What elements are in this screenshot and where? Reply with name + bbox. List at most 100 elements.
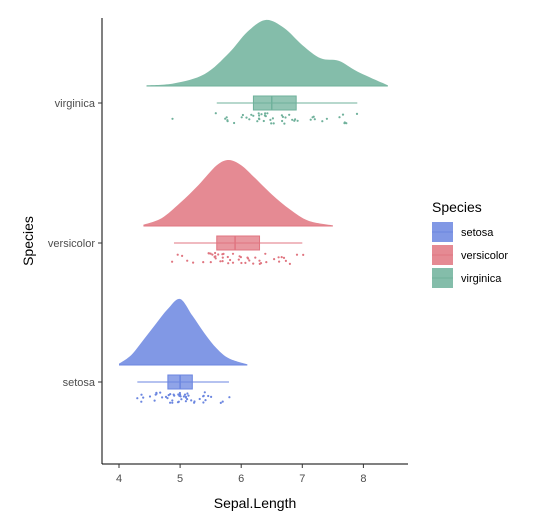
point-setosa (186, 398, 189, 401)
point-virginica (325, 117, 328, 120)
point-setosa (186, 392, 189, 395)
point-virginica (266, 112, 269, 115)
density-versicolor (143, 160, 333, 226)
point-setosa (173, 394, 176, 397)
point-virginica (309, 118, 312, 121)
x-tick-label: 5 (177, 473, 183, 485)
point-virginica (248, 118, 251, 121)
x-tick-label: 6 (238, 473, 244, 485)
point-setosa (177, 400, 180, 403)
point-versicolor (288, 262, 291, 265)
point-versicolor (282, 256, 286, 259)
point-virginica (214, 112, 217, 115)
point-virginica (256, 120, 259, 123)
point-virginica (313, 118, 316, 121)
point-versicolor (302, 253, 305, 256)
point-virginica (240, 116, 243, 119)
point-setosa (202, 401, 205, 404)
point-virginica (281, 119, 284, 123)
point-versicolor (202, 261, 205, 264)
point-versicolor (227, 262, 230, 265)
point-virginica (343, 121, 346, 124)
legend-title: Species (432, 199, 482, 215)
point-setosa (198, 397, 201, 401)
point-virginica (321, 120, 324, 123)
point-virginica (272, 122, 275, 125)
point-virginica (281, 115, 284, 118)
point-setosa (148, 395, 152, 398)
point-versicolor (254, 256, 257, 259)
density-virginica (146, 19, 388, 86)
point-virginica (233, 121, 236, 125)
point-setosa (159, 391, 162, 394)
point-versicolor (209, 261, 212, 264)
point-setosa (219, 401, 222, 404)
point-versicolor (181, 254, 184, 257)
point-versicolor (192, 261, 195, 264)
point-setosa (140, 400, 143, 403)
point-setosa (166, 397, 169, 400)
point-versicolor (252, 262, 255, 265)
boxplot-layer (137, 95, 358, 390)
point-setosa (171, 401, 174, 404)
point-setosa (221, 400, 224, 403)
y-axis-ticks: setosa versicolor virginica (48, 98, 102, 389)
legend: Species setosa versicolor virginica (432, 199, 508, 288)
density-layer (119, 19, 388, 366)
x-axis-ticks: 4 5 6 7 8 (116, 464, 366, 485)
point-versicolor (244, 261, 247, 264)
x-tick-label: 8 (360, 473, 366, 485)
legend-label-setosa: setosa (461, 227, 494, 239)
point-virginica (270, 122, 273, 125)
point-versicolor (214, 255, 217, 258)
point-virginica (338, 116, 341, 119)
point-setosa (202, 395, 205, 398)
point-setosa (161, 396, 164, 399)
point-virginica (257, 112, 260, 115)
y-tick-label: versicolor (48, 238, 95, 250)
point-setosa (190, 399, 193, 402)
point-virginica (264, 112, 267, 115)
point-versicolor (278, 260, 281, 263)
point-virginica (224, 117, 227, 120)
point-versicolor (229, 258, 232, 262)
point-setosa (177, 393, 180, 396)
point-setosa (136, 397, 139, 400)
point-setosa (184, 400, 187, 403)
point-virginica (171, 117, 174, 120)
point-versicolor (209, 252, 212, 255)
point-versicolor (284, 259, 287, 262)
point-virginica (226, 120, 229, 123)
point-virginica (260, 113, 263, 116)
point-setosa (228, 396, 231, 399)
point-versicolor (237, 258, 240, 261)
point-versicolor (295, 253, 299, 256)
point-virginica (225, 116, 228, 119)
point-setosa (155, 392, 158, 395)
point-setosa (153, 399, 156, 402)
point-setosa (182, 395, 185, 398)
point-virginica (269, 118, 272, 121)
point-versicolor (219, 260, 222, 263)
point-virginica (262, 119, 265, 123)
point-setosa (178, 393, 182, 396)
point-setosa (210, 395, 213, 398)
point-versicolor (277, 256, 280, 259)
point-versicolor (247, 257, 250, 260)
point-virginica (252, 114, 255, 117)
point-setosa (203, 391, 206, 394)
point-setosa (164, 395, 168, 398)
point-versicolor (231, 261, 235, 264)
point-versicolor (240, 261, 243, 265)
point-virginica (280, 114, 283, 117)
point-virginica (258, 118, 261, 121)
point-versicolor (211, 253, 214, 256)
y-axis-title: Species (20, 216, 36, 266)
point-versicolor (226, 255, 229, 259)
point-setosa (140, 393, 143, 396)
point-setosa (193, 400, 196, 403)
point-virginica (341, 113, 345, 116)
box-virginica (252, 95, 297, 111)
point-versicolor (273, 258, 276, 261)
